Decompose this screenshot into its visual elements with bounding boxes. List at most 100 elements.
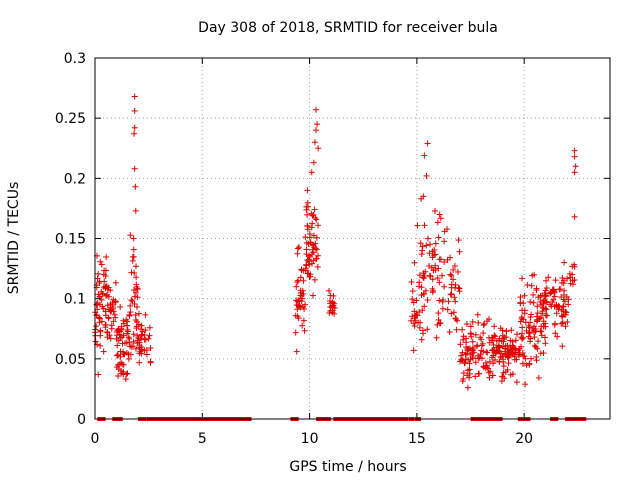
data-point [330, 292, 337, 299]
data-point [464, 384, 471, 391]
data-point [132, 312, 139, 319]
data-point [476, 354, 483, 361]
data-point [489, 372, 496, 379]
data-point [458, 352, 465, 359]
data-point [331, 310, 338, 317]
data-point [543, 285, 550, 292]
data-point [522, 319, 529, 326]
data-point [299, 322, 306, 329]
data-point [500, 369, 507, 376]
y-tick-label: 0.1 [64, 292, 86, 308]
data-point [130, 235, 137, 242]
data-point [409, 313, 416, 320]
data-point [309, 260, 316, 267]
data-point [294, 306, 301, 313]
data-point [522, 381, 529, 388]
data-point [429, 285, 436, 292]
data-point [411, 308, 418, 315]
data-point [409, 288, 416, 295]
data-point [415, 319, 422, 326]
data-point [529, 325, 536, 332]
data-point [126, 312, 133, 319]
data-point [313, 127, 320, 134]
data-point [528, 355, 535, 362]
data-point [308, 169, 315, 176]
data-point [301, 327, 308, 334]
data-point [115, 372, 122, 379]
data-point [120, 361, 127, 368]
data-point [305, 258, 312, 265]
data-point [514, 331, 521, 338]
data-point [522, 355, 529, 362]
data-point [418, 251, 425, 258]
data-point [524, 281, 531, 288]
data-point [466, 360, 473, 367]
data-point [501, 375, 508, 382]
data-point [136, 359, 143, 366]
data-point [314, 222, 321, 229]
data-point [463, 320, 470, 327]
x-tick-label: 20 [515, 431, 533, 447]
y-tick-label: 0.2 [64, 171, 86, 187]
data-point [482, 359, 489, 366]
data-point [112, 279, 119, 286]
data-point [542, 305, 549, 312]
data-point [509, 342, 516, 349]
data-point [124, 330, 131, 337]
data-point [420, 270, 427, 277]
chart-title: Day 308 of 2018, SRMTID for receiver bul… [198, 20, 498, 36]
data-point [571, 169, 578, 176]
data-point [472, 373, 479, 380]
data-point [411, 259, 418, 266]
data-point [446, 329, 453, 336]
data-point [562, 323, 569, 330]
data-point [434, 219, 441, 226]
data-point [410, 347, 417, 354]
data-point [429, 276, 436, 283]
data-point [133, 325, 140, 332]
data-point [557, 286, 564, 293]
data-point [479, 340, 486, 347]
data-point [569, 271, 576, 278]
data-point [538, 332, 545, 339]
data-point [435, 310, 442, 317]
y-axis-label: SRMTID / TECUs [6, 182, 22, 295]
data-point [511, 353, 518, 360]
data-point [468, 331, 475, 338]
data-point [447, 271, 454, 278]
data-point [92, 338, 99, 345]
x-tick-label: 0 [91, 431, 100, 447]
data-point [297, 274, 304, 281]
data-point [292, 312, 299, 319]
data-point [436, 320, 443, 327]
data-point [535, 374, 542, 381]
data-point [541, 290, 548, 297]
y-tick-label: 0.15 [55, 232, 86, 248]
data-point [507, 337, 514, 344]
data-point [117, 353, 124, 360]
data-point [139, 328, 146, 335]
data-point [459, 357, 466, 364]
data-point [565, 301, 572, 308]
data-point [451, 294, 458, 301]
data-point [517, 318, 524, 325]
data-point [459, 326, 466, 333]
data-point [306, 261, 313, 268]
data-point [530, 299, 537, 306]
data-point [138, 322, 145, 329]
data-point [496, 337, 503, 344]
data-point [326, 287, 333, 294]
data-point [463, 344, 470, 351]
data-point [132, 263, 139, 270]
data-point [306, 273, 313, 280]
data-point [507, 371, 514, 378]
data-point [125, 334, 132, 341]
data-point [293, 297, 300, 304]
data-point [294, 245, 301, 252]
data-point [572, 163, 579, 170]
data-point [112, 314, 119, 321]
data-point [519, 349, 526, 356]
data-point [525, 322, 532, 329]
data-point [540, 350, 547, 357]
data-point [142, 311, 149, 318]
